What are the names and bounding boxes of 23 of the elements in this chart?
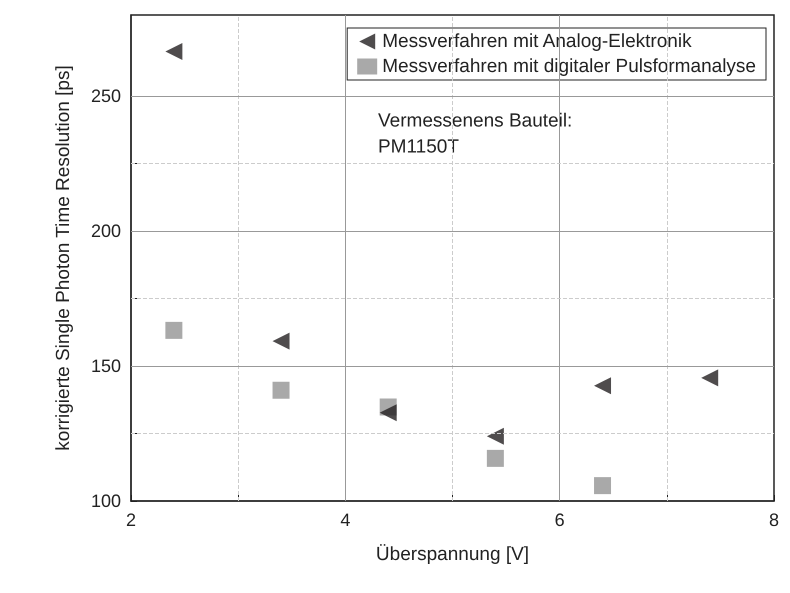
x-tick-label: 8 [768,510,779,530]
point [701,369,718,386]
point [380,404,397,422]
x-tick-label: 4 [340,510,350,530]
x-axis-title: Überspannung [V] [376,544,530,565]
point [594,377,612,394]
x-tick-label: 6 [554,510,565,530]
point [486,428,504,445]
point [486,450,504,467]
legend-label: Messverfahren mit digitaler Pulsformanalyse [382,56,756,77]
point [594,477,612,494]
x-tick-label: 2 [126,510,136,530]
point [165,42,182,60]
point [272,332,290,350]
point [165,322,182,339]
y-tick-label: 200 [90,221,121,241]
legend-label: Messverfahren mit Analog-Elektronik [382,31,692,52]
point [272,382,290,399]
annotation: Vermessenens Bauteil: PM1150T [378,110,572,158]
y-tick-label: 150 [90,356,121,376]
y-tick-label: 250 [90,86,121,106]
y-tick-label: 100 [90,491,121,511]
y-axis-title: korrigierte Single Photon Time Resolution [ps] [53,65,74,451]
